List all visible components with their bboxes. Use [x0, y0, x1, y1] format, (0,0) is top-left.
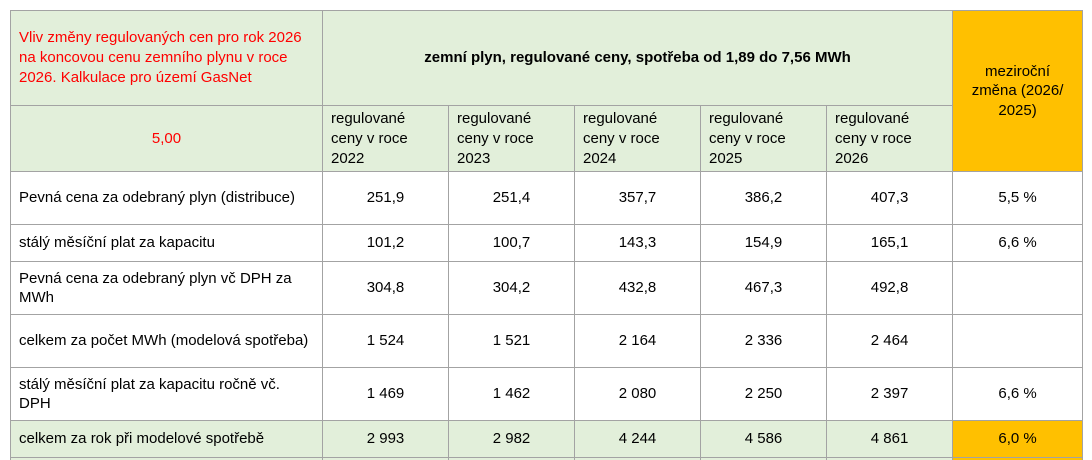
- value-cell: 467,3: [700, 261, 827, 316]
- year-header-2022: regulované ceny v roce 2022: [322, 104, 449, 173]
- table-row: Pevná cena za odebraný plyn vč DPH za MW…: [10, 261, 1084, 316]
- value-cell: 492,8: [825, 261, 954, 316]
- value-cell: 432,8: [574, 261, 701, 316]
- value-cell: 2 250: [700, 367, 827, 422]
- value-cell: 143,3: [574, 224, 701, 263]
- table-row: Pevná cena za odebraný plyn (distribuce)…: [10, 171, 1084, 226]
- value-cell: 4 861: [825, 420, 954, 459]
- group-header: zemní plyn, regulované ceny, spotřeba od…: [321, 10, 954, 106]
- change-cell: 6,0 %: [952, 420, 1084, 459]
- table-row-yoy: meziroční změna – reg. platby -10,7 1 26…: [10, 457, 1084, 460]
- value-cell: 304,2: [448, 261, 575, 316]
- table-row-total: celkem za rok při modelové spotřebě 2 99…: [10, 420, 1084, 459]
- table-row: celkem za počet MWh (modelová spotřeba) …: [10, 314, 1084, 369]
- value-cell: 2 993: [322, 420, 449, 459]
- value-cell: 165,1: [825, 224, 954, 263]
- header-row-1: Vliv změny regulovaných cen pro rok 2026…: [10, 9, 1084, 173]
- value-cell: 154,9: [700, 224, 827, 263]
- row-label: Pevná cena za odebraný plyn vč DPH za MW…: [10, 261, 323, 316]
- value-cell: 2 080: [574, 367, 701, 422]
- parameter-value: 5,00: [10, 104, 323, 173]
- year-header-2025: regulované ceny v roce 2025: [700, 104, 827, 173]
- value-cell: 1 524: [322, 314, 449, 369]
- change-cell: 6,6 %: [952, 224, 1084, 263]
- value-cell: 2 336: [700, 314, 827, 369]
- change-cell: [952, 457, 1084, 460]
- row-label: stálý měsíční plat za kapacitu ročně vč.…: [10, 367, 323, 422]
- change-cell: [952, 261, 1084, 316]
- value-cell: 4 244: [574, 420, 701, 459]
- year-header-2026: regulované ceny v roce 2026: [825, 104, 954, 173]
- value-cell: 4 586: [700, 420, 827, 459]
- year-header-2023: regulované ceny v roce 2023: [448, 104, 575, 173]
- value-cell: 407,3: [825, 171, 954, 226]
- value-cell: 100,7: [448, 224, 575, 263]
- header-row-2: 5,00 regulované ceny v roce 2022 regulov…: [10, 104, 1083, 173]
- table-row: stálý měsíční plat za kapacitu 101,2 100…: [10, 224, 1084, 263]
- value-cell: 2 164: [574, 314, 701, 369]
- change-cell: [952, 314, 1084, 369]
- value-cell: 275,1: [825, 457, 954, 460]
- table-title: Vliv změny regulovaných cen pro rok 2026…: [10, 10, 323, 106]
- value-cell: 1 469: [322, 367, 449, 422]
- year-header-2024: regulované ceny v roce 2024: [574, 104, 701, 173]
- value-cell: 2 464: [825, 314, 954, 369]
- value-cell: 357,7: [574, 171, 701, 226]
- value-cell: 304,8: [322, 261, 449, 316]
- change-cell: 5,5 %: [952, 171, 1084, 226]
- row-label: stálý měsíční plat za kapacitu: [10, 224, 323, 263]
- value-cell: 1 462: [448, 367, 575, 422]
- row-label: celkem za rok při modelové spotřebě: [10, 420, 323, 459]
- value-cell: 251,9: [322, 171, 449, 226]
- table-row: stálý měsíční plat za kapacitu ročně vč.…: [10, 367, 1084, 422]
- value-cell: 386,2: [700, 171, 827, 226]
- change-cell: 6,6 %: [952, 367, 1084, 422]
- value-cell: 1 521: [448, 314, 575, 369]
- value-cell: 2 397: [825, 367, 954, 422]
- value-cell: 101,2: [322, 224, 449, 263]
- row-label: celkem za počet MWh (modelová spotřeba): [10, 314, 323, 369]
- gas-price-table: Vliv změny regulovaných cen pro rok 2026…: [10, 9, 1084, 460]
- value-cell: 2 982: [448, 420, 575, 459]
- yoy-change-header: meziroční změna (2026/ 2025): [952, 9, 1084, 173]
- value-cell: 251,4: [448, 171, 575, 226]
- row-label: Pevná cena za odebraný plyn (distribuce): [10, 171, 323, 226]
